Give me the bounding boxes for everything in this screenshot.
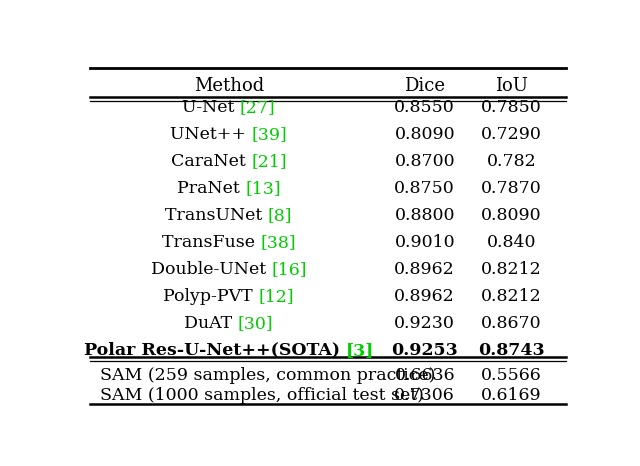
Text: 0.8212: 0.8212 — [481, 261, 542, 278]
Text: 0.9253: 0.9253 — [391, 342, 458, 359]
Text: 0.7870: 0.7870 — [481, 180, 542, 197]
Text: 0.5566: 0.5566 — [481, 367, 542, 384]
Text: CaraNet: CaraNet — [171, 153, 251, 170]
Text: TransUNet: TransUNet — [165, 207, 268, 224]
Text: 0.6169: 0.6169 — [481, 386, 542, 404]
Text: [3]: [3] — [346, 342, 374, 359]
Text: 0.8743: 0.8743 — [478, 342, 545, 359]
Text: IoU: IoU — [495, 77, 528, 96]
Text: [27]: [27] — [240, 99, 276, 116]
Text: [12]: [12] — [259, 288, 294, 305]
Text: [8]: [8] — [268, 207, 292, 224]
Text: 0.6636: 0.6636 — [394, 367, 455, 384]
Text: PraNet: PraNet — [177, 180, 245, 197]
Text: [16]: [16] — [271, 261, 307, 278]
Text: TransFuse: TransFuse — [162, 234, 260, 251]
Text: 0.9230: 0.9230 — [394, 315, 455, 332]
Text: Double-UNet: Double-UNet — [151, 261, 271, 278]
Text: 0.7306: 0.7306 — [394, 386, 455, 404]
Text: Polyp-PVT: Polyp-PVT — [163, 288, 259, 305]
Text: [39]: [39] — [252, 126, 287, 143]
Text: [13]: [13] — [245, 180, 281, 197]
Text: SAM (1000 samples, official test set): SAM (1000 samples, official test set) — [100, 386, 424, 404]
Text: 0.7290: 0.7290 — [481, 126, 542, 143]
Text: 0.840: 0.840 — [487, 234, 536, 251]
Text: Method: Method — [194, 77, 264, 96]
Text: 0.8212: 0.8212 — [481, 288, 542, 305]
Text: DuAT: DuAT — [184, 315, 238, 332]
Text: 0.8090: 0.8090 — [394, 126, 455, 143]
Text: UNet++: UNet++ — [170, 126, 252, 143]
Text: 0.8800: 0.8800 — [394, 207, 455, 224]
Text: [38]: [38] — [260, 234, 296, 251]
Text: Polar Res-U-Net++(SOTA): Polar Res-U-Net++(SOTA) — [84, 342, 346, 359]
Text: 0.9010: 0.9010 — [394, 234, 455, 251]
Text: [30]: [30] — [238, 315, 273, 332]
Text: 0.8670: 0.8670 — [481, 315, 542, 332]
Text: 0.8550: 0.8550 — [394, 99, 455, 116]
Text: U-Net: U-Net — [182, 99, 240, 116]
Text: [21]: [21] — [251, 153, 287, 170]
Text: 0.782: 0.782 — [486, 153, 536, 170]
Text: 0.8962: 0.8962 — [394, 261, 455, 278]
Text: 0.8962: 0.8962 — [394, 288, 455, 305]
Text: 0.8700: 0.8700 — [394, 153, 455, 170]
Text: 0.7850: 0.7850 — [481, 99, 542, 116]
Text: 0.8750: 0.8750 — [394, 180, 455, 197]
Text: SAM (259 samples, common practice): SAM (259 samples, common practice) — [100, 367, 435, 384]
Text: Dice: Dice — [404, 77, 445, 96]
Text: 0.8090: 0.8090 — [481, 207, 542, 224]
